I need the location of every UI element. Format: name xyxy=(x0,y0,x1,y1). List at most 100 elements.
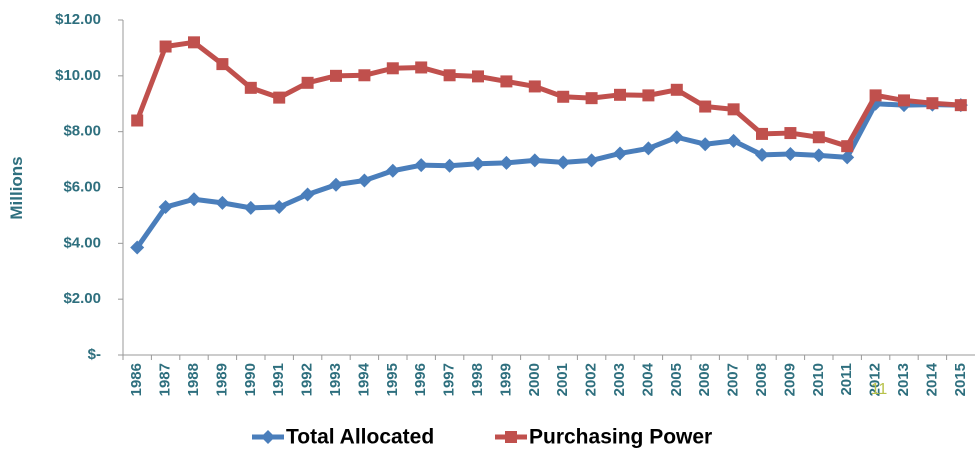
data-point xyxy=(386,62,399,75)
data-point xyxy=(301,76,314,89)
data-point xyxy=(472,70,484,83)
x-tick-label: 1992 xyxy=(299,363,316,396)
y-tick-label: $6.00 xyxy=(63,178,101,195)
data-point xyxy=(614,88,626,101)
x-tick-label: 2008 xyxy=(753,363,770,396)
data-point xyxy=(698,137,713,152)
data-point xyxy=(954,99,967,112)
x-tick-label: 2009 xyxy=(781,363,798,396)
x-tick-label: 1993 xyxy=(327,363,344,396)
x-tick-label: 1994 xyxy=(355,362,372,396)
data-point xyxy=(415,61,428,74)
x-tick-label: 1999 xyxy=(497,363,514,396)
x-tick-label: 2006 xyxy=(696,363,713,396)
data-point xyxy=(670,83,683,96)
data-point xyxy=(756,127,768,140)
data-point xyxy=(300,187,315,202)
data-point xyxy=(443,69,456,82)
data-point xyxy=(841,140,854,153)
data-point xyxy=(244,81,257,94)
data-point xyxy=(131,114,144,127)
data-point xyxy=(385,163,400,178)
data-point xyxy=(159,40,172,53)
data-point xyxy=(273,91,286,104)
series-line xyxy=(134,39,961,149)
y-tick-label: $- xyxy=(88,346,101,363)
x-tick-label: 1996 xyxy=(412,363,429,396)
y-tick-label: $4.00 xyxy=(63,234,101,251)
y-tick-label: $2.00 xyxy=(63,290,101,307)
data-point xyxy=(357,173,372,188)
data-point xyxy=(783,147,798,161)
data-point xyxy=(471,156,485,171)
legend-marker xyxy=(505,431,517,443)
x-tick-label: 1989 xyxy=(213,363,230,396)
data-point xyxy=(898,94,910,107)
series-line xyxy=(135,101,961,249)
data-point xyxy=(840,150,855,165)
data-point xyxy=(243,200,258,215)
annotation: 11 xyxy=(871,381,888,398)
data-point xyxy=(727,103,740,116)
data-point xyxy=(272,200,287,215)
data-point xyxy=(811,148,826,163)
x-tick-label: 1991 xyxy=(270,363,287,396)
data-point xyxy=(499,155,514,170)
data-point xyxy=(556,155,571,170)
data-point xyxy=(500,75,513,88)
data-point xyxy=(158,200,173,215)
x-tick-label: 2005 xyxy=(668,363,685,396)
data-point xyxy=(585,92,598,105)
data-point xyxy=(130,240,145,255)
data-point xyxy=(358,69,371,82)
data-point xyxy=(442,158,457,173)
data-point xyxy=(330,69,342,82)
y-tick-label: $8.00 xyxy=(63,123,101,140)
x-tick-label: 2001 xyxy=(554,363,571,396)
x-tick-label: 2010 xyxy=(810,363,827,396)
x-tick-label: 2014 xyxy=(923,362,940,396)
x-tick-label: 1990 xyxy=(242,363,259,396)
data-point xyxy=(527,153,542,168)
x-tick-label: 1987 xyxy=(157,363,174,396)
legend-label: Total Allocated xyxy=(286,426,434,449)
data-point xyxy=(215,195,230,210)
data-point xyxy=(784,127,797,140)
y-tick-label: $10.00 xyxy=(55,67,101,84)
y-tick-label: $12.00 xyxy=(55,11,101,28)
data-point xyxy=(869,89,882,102)
data-point xyxy=(329,177,343,192)
data-point xyxy=(187,192,201,207)
x-tick-label: 2007 xyxy=(725,363,742,396)
data-point xyxy=(414,158,429,173)
data-point xyxy=(726,133,741,148)
data-point xyxy=(642,89,655,102)
x-tick-label: 1986 xyxy=(128,363,145,396)
data-point xyxy=(926,97,939,110)
data-point xyxy=(584,153,599,168)
data-point xyxy=(669,130,684,145)
data-point xyxy=(812,131,825,144)
data-point xyxy=(188,36,200,49)
legend-label: Purchasing Power xyxy=(529,426,712,449)
data-point xyxy=(528,80,541,93)
x-tick-label: 1998 xyxy=(469,363,486,396)
x-tick-label: 1997 xyxy=(441,363,458,396)
x-tick-label: 2015 xyxy=(952,363,969,396)
x-tick-label: 2004 xyxy=(639,362,656,396)
legend-marker xyxy=(261,430,275,444)
data-point xyxy=(216,58,229,71)
x-tick-label: 2000 xyxy=(526,363,543,396)
x-tick-label: 2013 xyxy=(895,363,912,396)
data-point xyxy=(641,141,656,156)
y-axis-label: Millions xyxy=(7,156,26,219)
data-point xyxy=(557,90,570,103)
data-point xyxy=(613,146,627,161)
data-point xyxy=(699,100,712,113)
x-tick-label: 1995 xyxy=(384,363,401,396)
x-tick-label: 2003 xyxy=(611,363,628,396)
x-tick-label: 2012 xyxy=(867,363,884,396)
x-tick-label: 2011 xyxy=(838,363,855,396)
x-tick-label: 1988 xyxy=(185,363,202,396)
